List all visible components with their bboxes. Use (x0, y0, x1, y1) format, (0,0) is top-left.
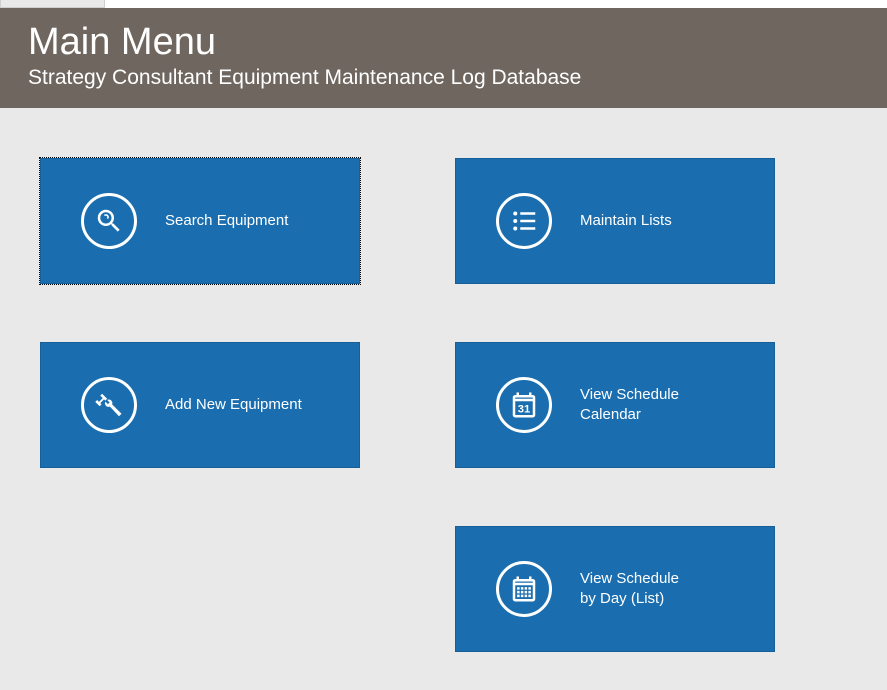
maintain-lists-button[interactable]: Maintain Lists (455, 158, 775, 284)
search-equipment-button[interactable]: Search Equipment (40, 158, 360, 284)
search-icon (81, 193, 137, 249)
calendar-grid-icon (496, 561, 552, 617)
view-schedule-by-day-button[interactable]: View Schedule by Day (List) (455, 526, 775, 652)
window-top-strip (0, 0, 887, 8)
page-title: Main Menu (28, 22, 859, 64)
tile-label: Maintain Lists (580, 211, 672, 231)
header: Main Menu Strategy Consultant Equipment … (0, 8, 887, 108)
window-tab-remnant (0, 0, 105, 8)
add-new-equipment-button[interactable]: Add New Equipment (40, 342, 360, 468)
calendar-day-icon: 31 (496, 377, 552, 433)
main-menu-grid: Search Equipment Maintain Lists Add New … (0, 108, 887, 682)
view-schedule-calendar-button[interactable]: 31 View Schedule Calendar (455, 342, 775, 468)
tile-label: View Schedule by Day (List) (580, 569, 679, 608)
page-subtitle: Strategy Consultant Equipment Maintenanc… (28, 66, 859, 90)
tile-label: Search Equipment (165, 211, 288, 231)
tile-label: Add New Equipment (165, 395, 302, 415)
list-icon (496, 193, 552, 249)
tile-label: View Schedule Calendar (580, 385, 679, 424)
svg-text:31: 31 (518, 403, 531, 415)
tools-icon (81, 377, 137, 433)
